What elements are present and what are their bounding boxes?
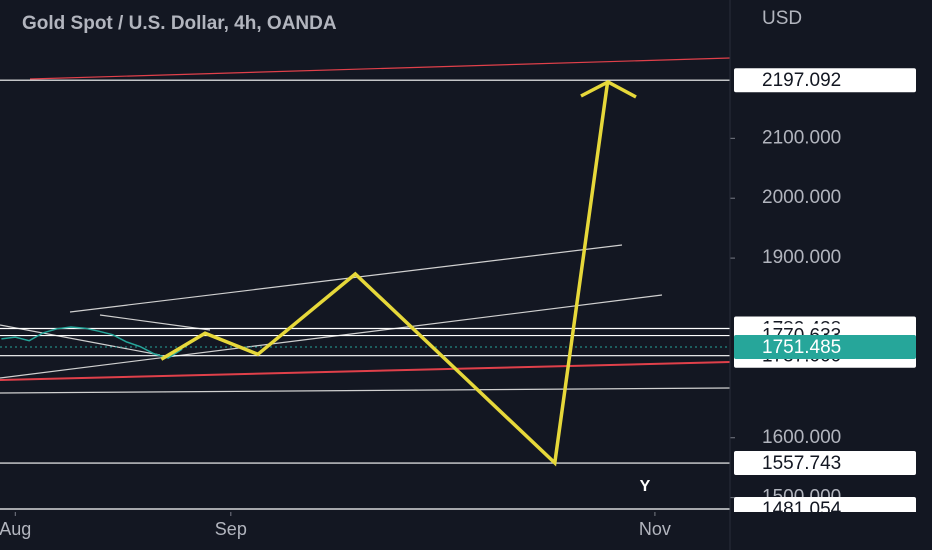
trend-lines [0,57,731,394]
price-label: 2197.092 [762,70,841,91]
chart-title: Gold Spot / U.S. Dollar, 4h, OANDA [22,13,337,34]
trend-line [0,361,731,381]
trend-line [0,294,663,379]
x-tick-label: Nov [639,519,671,539]
price-label-box [734,451,916,476]
y-axis-label: USD [762,8,802,29]
trend-line [69,244,623,313]
time-axis: Aug Sep Nov [0,512,671,539]
annotation: Y [640,478,651,495]
trend-line [0,387,731,394]
y-tick-label: 2000.000 [762,187,841,208]
price-label-box [734,68,916,93]
series-line [1,326,183,359]
trend-line [29,57,731,80]
last-price-label: 1751.485 [762,337,841,358]
y-tick-label: 1600.000 [762,427,841,448]
price-label: 1557.743 [762,453,841,474]
x-tick-label: Aug [0,519,31,539]
trend-line [99,314,211,331]
last-price-box [734,335,916,360]
arrow-head [580,80,637,99]
y-tick-label: 2100.000 [762,127,841,148]
series-layer [1,81,610,467]
x-tick-label: Sep [215,519,247,539]
time-axis-bg [0,512,932,550]
y-tick-label: 1900.000 [762,247,841,268]
series-line [160,81,610,467]
price-axis: 2100.0002000.0001900.0001600.0001500.000… [730,68,916,521]
trend-line [0,324,161,356]
levels-layer [0,79,730,510]
